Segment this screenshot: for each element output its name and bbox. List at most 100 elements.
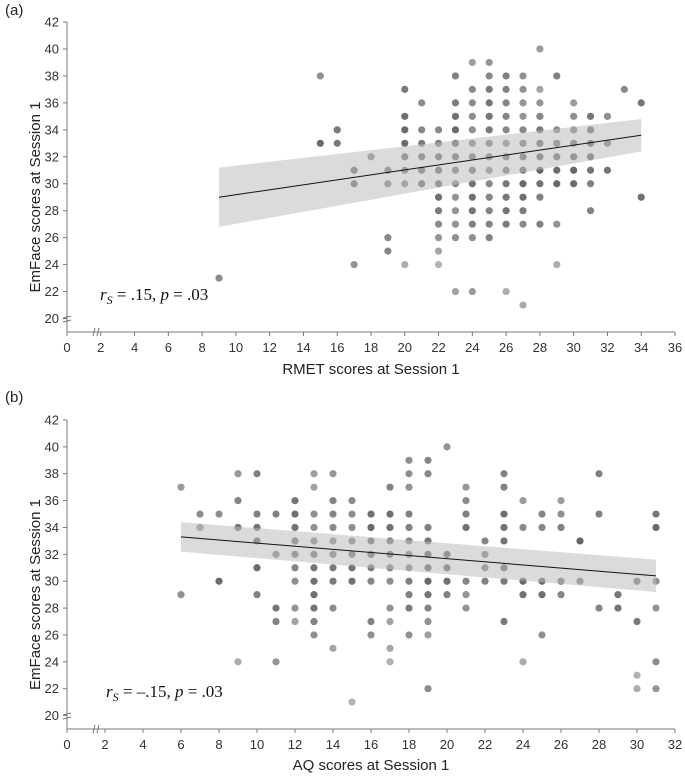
data-point <box>310 577 318 585</box>
data-point <box>386 483 394 491</box>
data-point <box>462 577 470 585</box>
data-point <box>485 72 493 80</box>
x-tick-label: 10 <box>229 340 243 355</box>
data-point <box>451 220 460 228</box>
data-point <box>451 234 460 242</box>
data-point <box>519 85 527 93</box>
x-tick-label: 16 <box>330 340 344 355</box>
data-point <box>384 234 392 242</box>
data-point <box>553 261 561 269</box>
x-axis-label: AQ scores at Session 1 <box>293 757 450 774</box>
data-point <box>519 207 527 215</box>
data-point <box>405 523 413 532</box>
y-tick-label: 20 <box>45 311 59 326</box>
data-point <box>386 617 394 626</box>
x-tick-label: 26 <box>554 737 568 752</box>
data-point <box>536 45 544 53</box>
data-point <box>291 564 299 572</box>
data-point <box>502 112 510 120</box>
x-tick-label: 34 <box>634 340 648 355</box>
data-point <box>367 631 375 639</box>
data-point <box>386 644 394 652</box>
data-point <box>272 658 280 666</box>
x-tick-label: 18 <box>402 737 416 752</box>
data-point <box>451 99 460 107</box>
data-point <box>451 112 460 120</box>
data-point <box>424 591 432 599</box>
data-point <box>291 577 299 585</box>
data-point <box>614 591 622 599</box>
stat-r-subscript: S <box>113 690 119 704</box>
data-point <box>519 193 527 201</box>
data-point <box>310 631 318 639</box>
x-tick-label: 24 <box>465 340 479 355</box>
y-tick-label: 34 <box>45 520 59 535</box>
stat-r-symbol: r <box>100 285 107 304</box>
data-point <box>502 180 510 188</box>
data-point <box>405 577 413 585</box>
data-point <box>329 470 337 478</box>
data-point <box>348 510 356 518</box>
data-point <box>434 234 443 242</box>
data-point <box>586 112 595 120</box>
data-point <box>468 99 476 107</box>
data-point <box>485 234 493 242</box>
data-point <box>595 604 603 612</box>
y-tick-label: 40 <box>45 439 59 454</box>
y-axis-break <box>62 319 72 323</box>
x-tick-label: 16 <box>364 737 378 752</box>
stat-r-subscript: S <box>107 293 113 307</box>
data-point <box>401 85 409 93</box>
data-point <box>553 220 561 228</box>
data-point <box>538 591 546 599</box>
data-point <box>310 564 318 572</box>
data-point <box>196 510 204 518</box>
data-point <box>576 537 584 545</box>
y-tick-label: 38 <box>45 466 59 481</box>
y-tick-label: 22 <box>45 284 59 299</box>
x-tick-label: 14 <box>326 737 340 752</box>
x-tick-label: 10 <box>250 737 264 752</box>
data-point <box>603 112 612 120</box>
data-point <box>500 577 508 585</box>
data-point <box>401 139 409 147</box>
x-tick-label: 8 <box>215 737 222 752</box>
data-point <box>500 470 508 478</box>
data-point <box>502 193 510 201</box>
x-tick-label: 20 <box>398 340 412 355</box>
data-point <box>519 523 527 532</box>
data-point <box>538 631 546 639</box>
x-tick-label: 28 <box>592 737 606 752</box>
data-point <box>272 617 280 626</box>
y-tick-label: 42 <box>45 15 59 30</box>
data-point <box>502 220 510 228</box>
data-point <box>519 658 527 666</box>
data-point <box>424 604 432 612</box>
data-point <box>570 99 578 107</box>
data-point <box>502 72 510 80</box>
data-point <box>386 510 394 518</box>
data-point <box>468 58 476 67</box>
data-point <box>519 99 527 107</box>
panel-label: (b) <box>5 389 23 406</box>
data-point <box>502 85 510 93</box>
x-tick-label: 24 <box>516 737 530 752</box>
data-point <box>310 510 318 518</box>
data-point <box>485 207 493 215</box>
data-point <box>481 577 489 585</box>
y-tick-label: 32 <box>45 149 59 164</box>
data-point <box>633 685 641 693</box>
data-point <box>367 523 375 532</box>
x-tick-label: 20 <box>440 737 454 752</box>
data-point <box>519 112 527 120</box>
data-point <box>586 180 595 188</box>
data-point <box>386 658 394 666</box>
data-point <box>557 510 565 518</box>
data-point <box>536 99 544 107</box>
data-point <box>418 126 426 134</box>
data-point <box>424 523 432 532</box>
x-tick-label: 2 <box>101 737 108 752</box>
stat-annotation: rS = .15, p = .03 <box>100 285 208 307</box>
data-point <box>652 523 660 532</box>
